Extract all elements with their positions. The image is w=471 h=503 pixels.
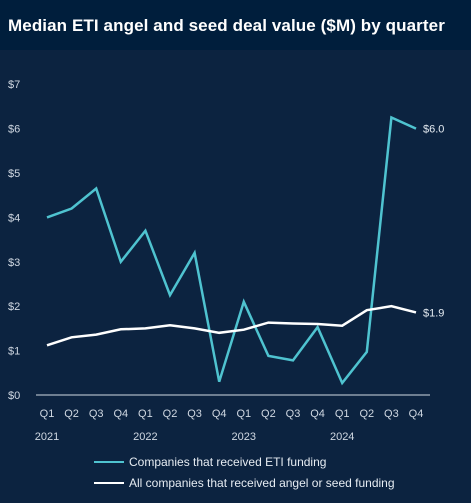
x-tick-label: Q2 [261, 408, 276, 420]
x-tick-label: Q1 [138, 408, 153, 420]
x-tick-label: Q4 [409, 408, 424, 420]
chart-title: Median ETI angel and seed deal value ($M… [8, 16, 445, 35]
series-line-0 [46, 115, 417, 386]
x-tick-label: Q4 [310, 408, 325, 420]
end-labels: $6.0 $1.9 [423, 124, 444, 320]
y-tick-label: $4 [8, 212, 20, 224]
x-tick-label: Q3 [187, 408, 202, 420]
y-tick-label: $7 [8, 79, 20, 91]
x-tick-label: Q2 [163, 408, 178, 420]
series-end-label-1: $1.9 [423, 307, 444, 319]
y-tick-label: $2 [8, 301, 20, 313]
x-tick-label: Q4 [113, 408, 128, 420]
title-bar: Median ETI angel and seed deal value ($M… [0, 0, 471, 50]
y-tick-label: $6 [8, 124, 20, 136]
x-tick-label: Q1 [335, 408, 350, 420]
y-tick-label: $3 [8, 257, 20, 269]
y-axis-ticks: $0 $1 $2 $3 $4 $5 $6 $7 [8, 79, 20, 402]
series-end-label-0: $6.0 [423, 124, 444, 136]
x-tick-label: Q3 [89, 408, 104, 420]
series-lines [46, 115, 417, 386]
y-tick-label: $0 [8, 390, 20, 402]
x-axis-ticks: Q1 Q2 Q3 Q4 Q1 Q2 Q3 Q4 Q1 Q2 Q3 Q4 Q1 Q2 Q3 Q4 2021 2022… [35, 408, 424, 443]
x-tick-label: Q1 [236, 408, 251, 420]
y-tick-label: $5 [8, 168, 20, 180]
legend: Companies that received ETI funding All c… [94, 455, 395, 490]
x-tick-label: Q3 [384, 408, 399, 420]
legend-label-0: Companies that received ETI funding [129, 455, 326, 469]
x-tick-label: Q3 [286, 408, 301, 420]
legend-label-1: All companies that received angel or see… [129, 476, 395, 490]
x-tick-label: Q1 [40, 408, 55, 420]
x-year-label: 2023 [232, 431, 256, 443]
x-year-label: 2024 [330, 431, 354, 443]
y-tick-label: $1 [8, 346, 20, 358]
series-line-1 [46, 304, 417, 347]
x-year-label: 2022 [133, 431, 157, 443]
x-tick-label: Q2 [359, 408, 374, 420]
x-year-label: 2021 [35, 431, 59, 443]
x-tick-label: Q2 [64, 408, 79, 420]
x-tick-label: Q4 [212, 408, 227, 420]
